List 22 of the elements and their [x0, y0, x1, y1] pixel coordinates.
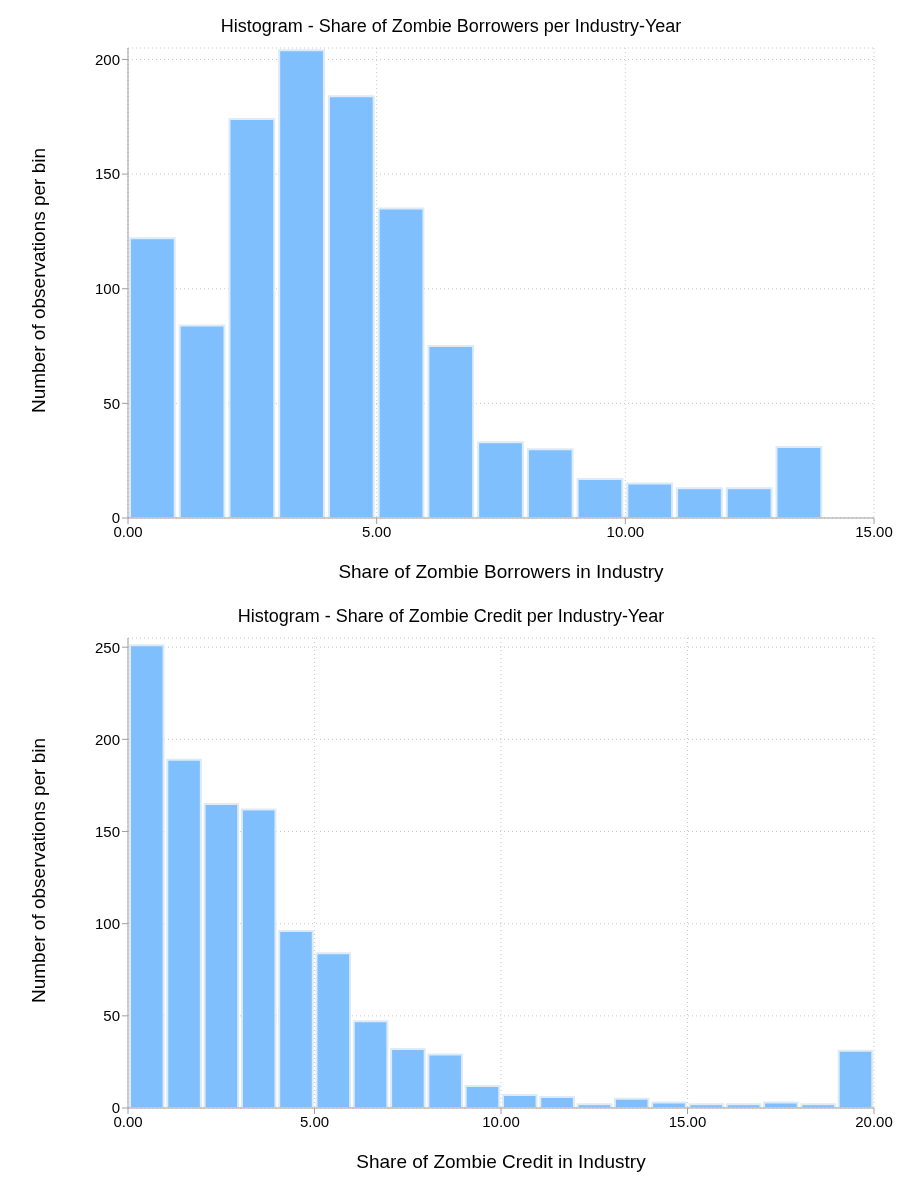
x-tick-label: 10.00 [482, 1112, 520, 1130]
x-tick-label: 20.00 [855, 1112, 893, 1130]
x-tick-label: 15.00 [855, 522, 893, 540]
chart-title: Histogram - Share of Zombie Borrowers per Industry-Year [220, 16, 682, 36]
y-axis-title: Number of observations per bin [27, 147, 49, 413]
x-axis-title: Share of Zombie Credit in Industry [356, 1151, 647, 1172]
y-tick-label: 50 [103, 394, 120, 412]
y-tick-label: 200 [94, 730, 120, 748]
x-tick-label: 5.00 [362, 522, 392, 540]
y-tick-label: 50 [103, 1007, 120, 1025]
y-tick-label: 100 [94, 915, 120, 933]
y-axis-title: Number of observations per bin [27, 737, 49, 1003]
y-tick-label: 150 [94, 822, 120, 840]
chart-title: Histogram - Share of Zombie Credit per Industry-Year [237, 606, 665, 626]
x-axis-title: Share of Zombie Borrowers in Industry [338, 561, 665, 582]
y-tick-label: 200 [94, 50, 120, 68]
x-tick-label: 15.00 [668, 1112, 707, 1130]
x-tick-label: 10.00 [606, 522, 645, 540]
y-tick-label: 150 [94, 165, 120, 183]
y-tick-label: 100 [94, 280, 120, 298]
x-tick-label: 5.00 [299, 1112, 330, 1130]
y-tick-label: 250 [94, 638, 120, 656]
